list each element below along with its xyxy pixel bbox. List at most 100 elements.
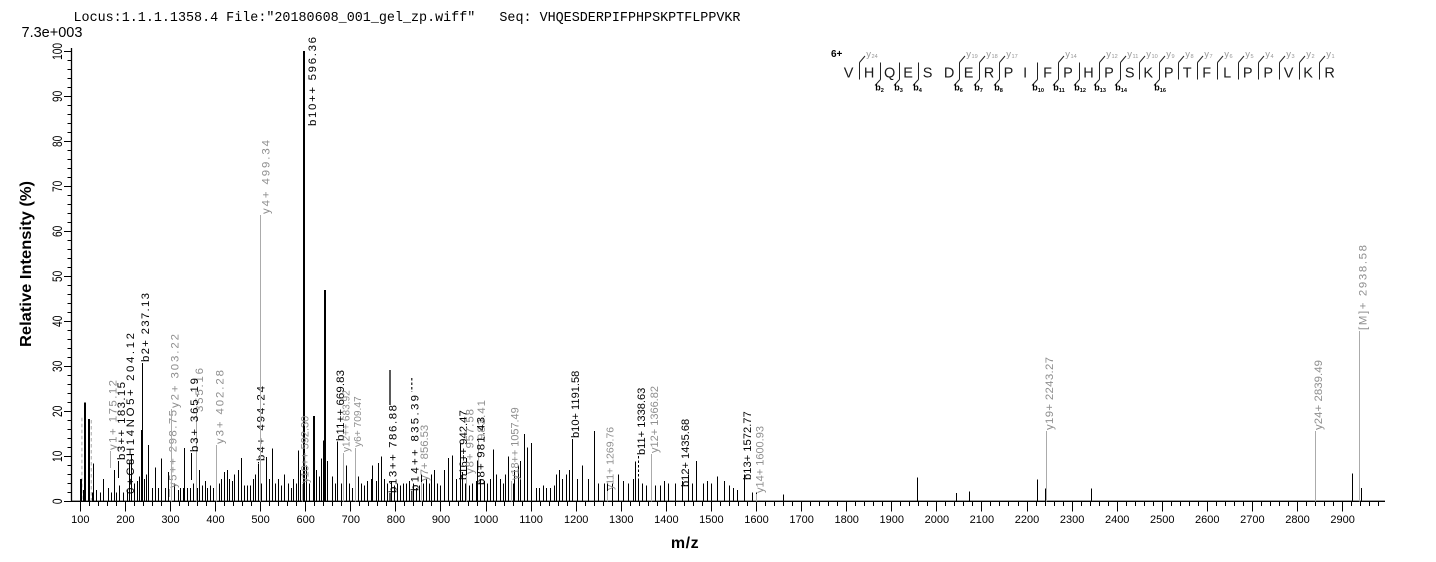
svg-text:y: y (1106, 49, 1111, 60)
svg-text:8: 8 (1191, 54, 1194, 60)
svg-text:S: S (923, 66, 933, 82)
svg-text:y: y (1166, 49, 1171, 60)
svg-text:b12+ 1435.68: b12+ 1435.68 (680, 419, 692, 487)
svg-text:H: H (1083, 66, 1093, 82)
svg-text:P: P (1243, 66, 1253, 82)
svg-text:2000: 2000 (925, 514, 949, 526)
svg-text:b2+ 237.13: b2+ 237.13 (140, 293, 152, 362)
svg-text:100: 100 (71, 514, 89, 526)
svg-text:Relative Intensity (%): Relative Intensity (%) (18, 181, 35, 347)
svg-text:b: b (1094, 83, 1100, 93)
svg-text:F: F (1043, 66, 1052, 82)
svg-text:80: 80 (50, 136, 65, 147)
svg-text:2600: 2600 (1195, 514, 1219, 526)
svg-text:0: 0 (50, 499, 65, 505)
svg-text:y: y (1006, 49, 1011, 60)
svg-text:y3+ 402.28: y3+ 402.28 (214, 370, 226, 444)
svg-text:H: H (864, 66, 874, 82)
svg-text:y: y (1326, 49, 1331, 60)
svg-text:16: 16 (1160, 88, 1166, 94)
svg-text:13: 13 (1100, 88, 1106, 94)
svg-text:P: P (1004, 66, 1014, 82)
svg-text:20: 20 (50, 406, 65, 417)
svg-text:D: D (944, 66, 954, 82)
svg-text:2500: 2500 (1150, 514, 1174, 526)
svg-text:b16++ 942.47: b16++ 942.47 (458, 410, 470, 480)
svg-text:y: y (1224, 49, 1229, 60)
svg-text:I: I (1023, 66, 1027, 82)
svg-text:b: b (954, 83, 960, 93)
svg-text:R: R (984, 66, 994, 82)
svg-text:30: 30 (50, 361, 65, 372)
svg-text:y: y (1265, 49, 1270, 60)
svg-text:40: 40 (50, 316, 65, 327)
svg-text:P: P (1063, 66, 1073, 82)
svg-text:900: 900 (432, 514, 450, 526)
svg-text:b: b (974, 83, 980, 93)
svg-text:400: 400 (206, 514, 224, 526)
svg-text:y: y (1146, 49, 1151, 60)
svg-text:b: b (1115, 83, 1121, 93)
svg-text:1200: 1200 (564, 514, 588, 526)
svg-text:E: E (964, 66, 974, 82)
svg-text:12: 12 (1080, 88, 1086, 94)
svg-text:4: 4 (919, 88, 923, 94)
svg-text:K: K (1303, 66, 1313, 82)
svg-text:70: 70 (50, 181, 65, 192)
svg-text:b: b (894, 83, 900, 93)
svg-text:K: K (1143, 66, 1153, 82)
svg-text:800: 800 (387, 514, 405, 526)
svg-text:5: 5 (1251, 54, 1254, 60)
svg-text:1000: 1000 (474, 514, 498, 526)
svg-text:b: b (1053, 83, 1059, 93)
svg-text:500: 500 (251, 514, 269, 526)
svg-text:2900: 2900 (1330, 514, 1354, 526)
svg-text:17: 17 (1012, 54, 1018, 60)
svg-text:P: P (1164, 66, 1174, 82)
svg-text:60: 60 (50, 226, 65, 237)
svg-text:y6+ 709.47: y6+ 709.47 (353, 396, 364, 447)
svg-text:y24+ 2839.49: y24+ 2839.49 (1313, 360, 1325, 430)
svg-text:S: S (1125, 66, 1135, 82)
svg-text:b: b (875, 83, 881, 93)
svg-text:y2+ 303.22: y2+ 303.22 (170, 334, 182, 408)
svg-text:P: P (1263, 66, 1273, 82)
svg-text:y: y (866, 49, 871, 60)
svg-text:0+C8H14NO5+ 204.12: 0+C8H14NO5+ 204.12 (125, 333, 137, 494)
svg-text:6: 6 (1230, 54, 1233, 60)
svg-text:y: y (1306, 49, 1311, 60)
svg-text:R: R (1324, 66, 1334, 82)
svg-text:1: 1 (1332, 54, 1335, 60)
svg-text:b: b (994, 83, 1000, 93)
svg-text:y11+ 1269.76: y11+ 1269.76 (605, 427, 617, 490)
svg-text:1500: 1500 (699, 514, 723, 526)
svg-text:y: y (1204, 49, 1209, 60)
svg-text:1600: 1600 (744, 514, 768, 526)
svg-text:b: b (1032, 83, 1038, 93)
svg-text:90: 90 (50, 91, 65, 102)
svg-text:E: E (903, 66, 913, 82)
svg-text:200: 200 (116, 514, 134, 526)
svg-text:2: 2 (881, 88, 884, 94)
svg-text:y14+ 1600.93: y14+ 1600.93 (754, 426, 766, 493)
svg-text:10: 10 (50, 451, 65, 462)
svg-text:y8+ 957.58: y8+ 957.58 (465, 409, 477, 474)
svg-text:18: 18 (992, 54, 998, 60)
svg-text:Locus:1.1.1.1358.4 File:"20180: Locus:1.1.1.1358.4 File:"20180608_001_ge… (74, 11, 741, 26)
svg-text:2800: 2800 (1285, 514, 1309, 526)
svg-text:10: 10 (1152, 54, 1158, 60)
svg-text:6+: 6+ (831, 49, 843, 60)
svg-text:24: 24 (872, 54, 878, 60)
svg-text:y10++ 592.30: y10++ 592.30 (300, 416, 312, 483)
svg-text:1400: 1400 (654, 514, 678, 526)
svg-text:b13+ 1572.77: b13+ 1572.77 (742, 411, 754, 480)
svg-text:14: 14 (1071, 54, 1077, 60)
svg-text:11: 11 (1059, 88, 1065, 94)
svg-text:19: 19 (972, 54, 978, 60)
svg-text:2700: 2700 (1240, 514, 1264, 526)
svg-text:y: y (986, 49, 991, 60)
svg-text:Q: Q (884, 66, 895, 82)
svg-text:y: y (1065, 49, 1070, 60)
svg-text:y: y (1245, 49, 1250, 60)
svg-text:2100: 2100 (970, 514, 994, 526)
